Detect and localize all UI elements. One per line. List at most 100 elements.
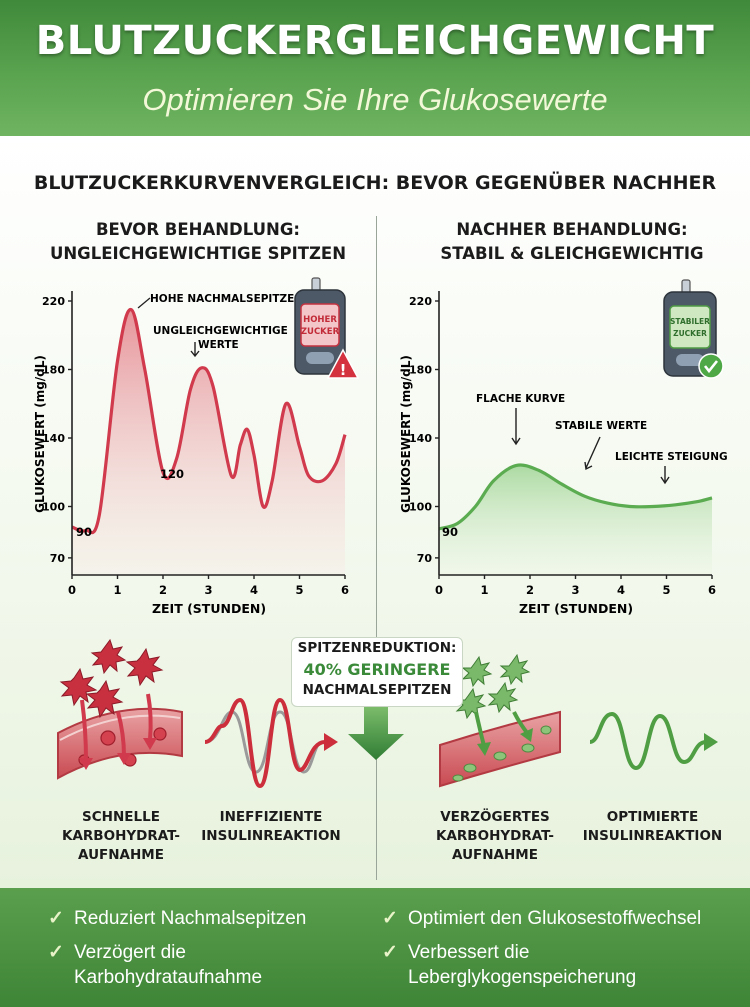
right-x-tick-label: 1	[480, 583, 488, 597]
caption-inefficient-l2: INSULINREAKTION	[201, 828, 341, 844]
left-x-tick-label: 1	[113, 583, 121, 597]
left-x-tick-label: 6	[341, 583, 349, 597]
benefit-3-line1: Verzögert die	[74, 942, 186, 963]
benefit-4-line2: Leberglykogenspeicherung	[408, 967, 637, 988]
right-y-tick-label: 100	[409, 501, 432, 514]
ann-slight-slope: LEICHTE STEIGUNG	[615, 451, 728, 463]
left-x-tick-label: 4	[250, 583, 258, 597]
glucometer-high-icon: HOHER ZUCKER !	[294, 277, 360, 379]
right-x-tick-label: 6	[708, 583, 716, 597]
header-banner: BLUTZUCKERGLEICHGEWICHT Optimieren Sie I…	[0, 0, 750, 136]
right-chart-line	[438, 463, 713, 531]
benefit-4: ✓ Verbessert die Leberglykogenspeicherun…	[382, 940, 742, 990]
left-y-tick-label: 140	[42, 432, 65, 445]
right-y-tick-label: 140	[409, 432, 432, 445]
caption-delayed-l2: KARBOHYDRAT-	[436, 828, 554, 844]
ann-high-peak: HOHE NACHMALSEPITZE	[150, 293, 294, 305]
benefit-2: ✓ Optimiert den Glukosestoffwechsel	[382, 906, 742, 931]
right-y-axis-label: GLUKOSEWERT (mg/dL)	[399, 355, 413, 513]
subtitle: Optimieren Sie Ihre Glukosewerte	[142, 82, 608, 117]
peak-reduction-line2: 40% GERINGERE	[303, 660, 451, 679]
svg-text:!: !	[340, 361, 347, 379]
left-title-line2: UNGLEICHGEWICHTIGE SPITZEN	[49, 244, 347, 263]
left-chart: 70 100 140 180 220 0 1 2 3 4 5 6 GLUKOSEWERT (mg/dL…	[33, 277, 360, 616]
right-x-tick-label: 5	[662, 583, 670, 597]
caption-delayed-carb: VERZÖGERTES KARBOHYDRAT- AUFNAHME	[430, 808, 560, 865]
right-chart-axes: 70 100 140 180 220 0 1 2 3 4 5 6	[409, 291, 716, 597]
ann-slope-arrow	[660, 466, 670, 485]
ann-high-peak-arrow	[137, 297, 151, 309]
caption-optimized-l1: OPTIMIERTE	[606, 809, 699, 825]
right-x-tick-label: 0	[435, 583, 443, 597]
right-val-start: 90	[442, 525, 458, 539]
peak-reduction-line1: SPITZENREDUKTION:	[297, 640, 457, 656]
left-val-low: 120	[160, 467, 184, 481]
left-y-tick-label: 70	[50, 552, 66, 565]
caption-fast-carb-l3: AUFNAHME	[78, 847, 164, 863]
caption-fast-carb-l1: SCHNELLE	[82, 809, 160, 825]
ann-stable-values: STABILE WERTE	[555, 420, 647, 432]
ann-unbalanced-2: WERTE	[198, 339, 239, 351]
check-icon: ✓	[382, 908, 398, 929]
fast-carb-uptake-illustration	[57, 638, 183, 780]
check-icon: ✓	[382, 942, 398, 963]
inefficient-insulin-illustration	[204, 697, 338, 789]
right-x-tick-label: 3	[571, 583, 579, 597]
check-icon: ✓	[48, 942, 64, 963]
ann-flat-curve: FLACHE KURVE	[476, 393, 565, 405]
left-y-tick-label: 100	[42, 501, 65, 514]
delayed-carb-uptake-illustration	[439, 653, 561, 788]
caption-inefficient-l1: INEFFIZIENTE	[219, 809, 323, 825]
down-arrow-icon	[348, 706, 404, 760]
right-x-tick-label: 2	[526, 583, 534, 597]
right-chart-area	[439, 464, 712, 575]
left-title-line1: BEVOR BEHANDLUNG:	[95, 220, 300, 239]
benefit-2-text: Optimiert den Glukosestoffwechsel	[408, 908, 702, 929]
left-panel-title: BEVOR BEHANDLUNG: UNGLEICHGEWICHTIGE SPI…	[33, 218, 363, 266]
right-y-tick-label: 220	[409, 295, 432, 308]
charts-illustration-layer: 70 100 140 180 220 0 1 2 3 4 5 6 GLUKOSEWERT (mg/dL…	[33, 277, 728, 789]
main-title: BLUTZUCKERGLEICHGEWICHT	[35, 18, 715, 64]
benefit-3-line2: Karbohydrataufnahme	[74, 967, 263, 988]
meter-high-text-1: HOHER	[303, 315, 337, 325]
left-x-tick-label: 3	[204, 583, 212, 597]
right-x-axis-label: ZEIT (STUNDEN)	[519, 601, 633, 616]
ann-flat-arrow	[511, 408, 521, 446]
left-y-axis-label: GLUKOSEWERT (mg/dL)	[33, 355, 47, 513]
left-y-tick-label: 180	[42, 364, 65, 377]
right-x-tick-label: 4	[617, 583, 625, 597]
left-chart-area	[72, 309, 345, 575]
optimized-insulin-illustration	[589, 711, 718, 771]
benefit-1-text: Reduziert Nachmalsepitzen	[74, 908, 307, 929]
caption-fast-carb: SCHNELLE KARBOHYDRAT- AUFNAHME	[56, 808, 186, 865]
peak-reduction-line3: NACHMALSEPITZEN	[302, 682, 452, 698]
right-title-line2: STABIL & GLEICHGEWICHTIG	[440, 244, 704, 263]
left-y-tick-label: 220	[42, 295, 65, 308]
glucometer-stable-icon: STABILER ZUCKER	[663, 279, 724, 379]
benefit-3: ✓ Verzögert die Karbohydrataufnahme	[48, 940, 368, 990]
footer-benefits: ✓ Reduziert Nachmalsepitzen ✓ Verzögert …	[0, 888, 750, 1007]
left-x-tick-label: 5	[295, 583, 303, 597]
caption-optimized-insulin: OPTIMIERTE INSULINREAKTION	[575, 808, 730, 846]
right-chart: 70 100 140 180 220 0 1 2 3 4 5 6 GLUKOSEWERT (mg/dL…	[399, 279, 728, 616]
ann-unbalanced-1: UNGLEICHGEWICHTIGE	[153, 325, 288, 337]
check-icon: ✓	[48, 908, 64, 929]
left-chart-axes: 70 100 140 180 220 0 1 2 3 4 5 6	[42, 291, 349, 597]
caption-fast-carb-l2: KARBOHYDRAT-	[62, 828, 180, 844]
meter-stable-text-1: STABILER	[670, 317, 710, 326]
center-divider	[376, 216, 377, 880]
caption-inefficient-insulin: INEFFIZIENTE INSULINREAKTION	[196, 808, 346, 846]
right-panel-title: NACHHER BEHANDLUNG: STABIL & GLEICHGEWIC…	[407, 218, 737, 266]
meter-high-text-2: ZUCKER	[301, 327, 340, 337]
caption-delayed-l3: AUFNAHME	[452, 847, 538, 863]
meter-stable-text-2: ZUCKER	[673, 329, 707, 338]
ann-unbalanced-arrow	[190, 342, 200, 358]
left-chart-line	[71, 308, 347, 535]
section-title: BLUTZUCKERKURVENVERGLEICH: BEVOR GEGENÜB…	[33, 172, 717, 194]
caption-delayed-l1: VERZÖGERTES	[440, 809, 550, 825]
right-y-tick-label: 70	[417, 552, 433, 565]
benefit-4-line1: Verbessert die	[408, 942, 530, 963]
left-val-start: 90	[76, 525, 92, 539]
left-x-tick-label: 2	[159, 583, 167, 597]
ann-stable-arrow	[584, 436, 601, 471]
